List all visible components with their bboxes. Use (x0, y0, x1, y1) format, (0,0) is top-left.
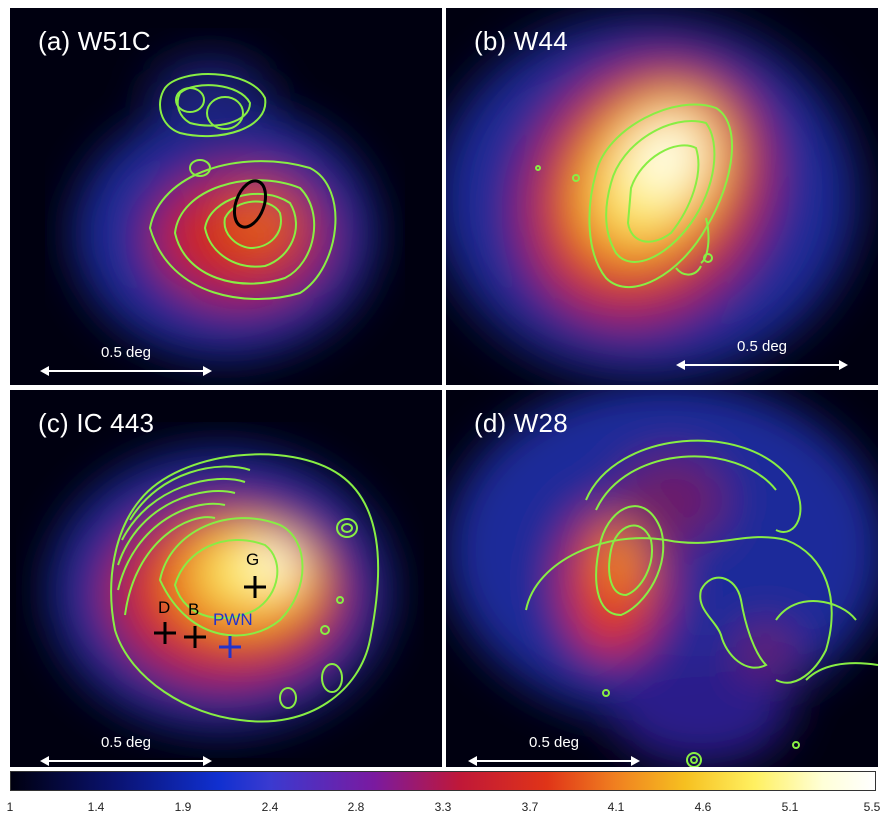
scale-bar: 0.5 deg (40, 734, 212, 767)
colorbar-tick: 2.4 (261, 800, 279, 814)
panel-title: (b) W44 (474, 26, 568, 56)
colorbar-tick: 3.3 (434, 800, 452, 814)
scale-arrow (40, 366, 212, 376)
scale-bar: 0.5 deg (40, 344, 212, 384)
panel-title: (d) W28 (474, 408, 568, 438)
scale-label: 0.5 deg (528, 734, 580, 751)
colorbar-tick: 1.9 (174, 800, 192, 814)
panel-title: (a) W51C (38, 26, 151, 56)
scale-bar: 0.5 deg (468, 734, 640, 767)
scale-bar: 0.5 deg (676, 338, 848, 378)
colorbar-tick: 1.4 (87, 800, 105, 814)
w51c-contours (148, 73, 337, 301)
colorbar (10, 771, 876, 791)
w44-image (446, 18, 856, 378)
marker-b-label: B (188, 600, 200, 619)
colorbar-tick: 5.5 (863, 800, 881, 814)
w51c-black-ellipse (232, 179, 268, 229)
w51c-image (75, 58, 375, 358)
marker-g-label: G (246, 550, 260, 569)
marker-pwn-label: PWN (213, 610, 253, 629)
panel-ic443: (c) IC 443 G D B PWN 0.5 deg (10, 390, 442, 767)
scale-arrow (676, 360, 848, 370)
colorbar-tick: 1 (6, 800, 14, 814)
ic443-contours (110, 453, 380, 723)
ic443-markers (154, 576, 266, 658)
scale-label: 0.5 deg (100, 734, 152, 751)
panel-w44: (b) W44 0.5 deg (446, 8, 878, 385)
colorbar-tick: 4.1 (607, 800, 625, 814)
marker-d-label: D (158, 598, 171, 617)
scale-arrow (468, 756, 640, 766)
scale-label: 0.5 deg (736, 338, 788, 355)
w28-image (446, 390, 878, 767)
colorbar-tick: 4.6 (694, 800, 712, 814)
panel-title: (c) IC 443 (38, 408, 155, 438)
colorbar-tick: 2.8 (347, 800, 365, 814)
colorbar-tick: 5.1 (781, 800, 799, 814)
w28-contours (525, 439, 878, 767)
w44-contours (535, 103, 733, 289)
panel-w28: (d) W28 0.5 deg (446, 390, 878, 767)
scale-label: 0.5 deg (100, 344, 152, 361)
scale-arrow (40, 756, 212, 766)
panel-w51c: (a) W51C 0.5 deg (10, 8, 442, 385)
colorbar-tick: 3.7 (521, 800, 539, 814)
ic443-image (50, 450, 390, 730)
